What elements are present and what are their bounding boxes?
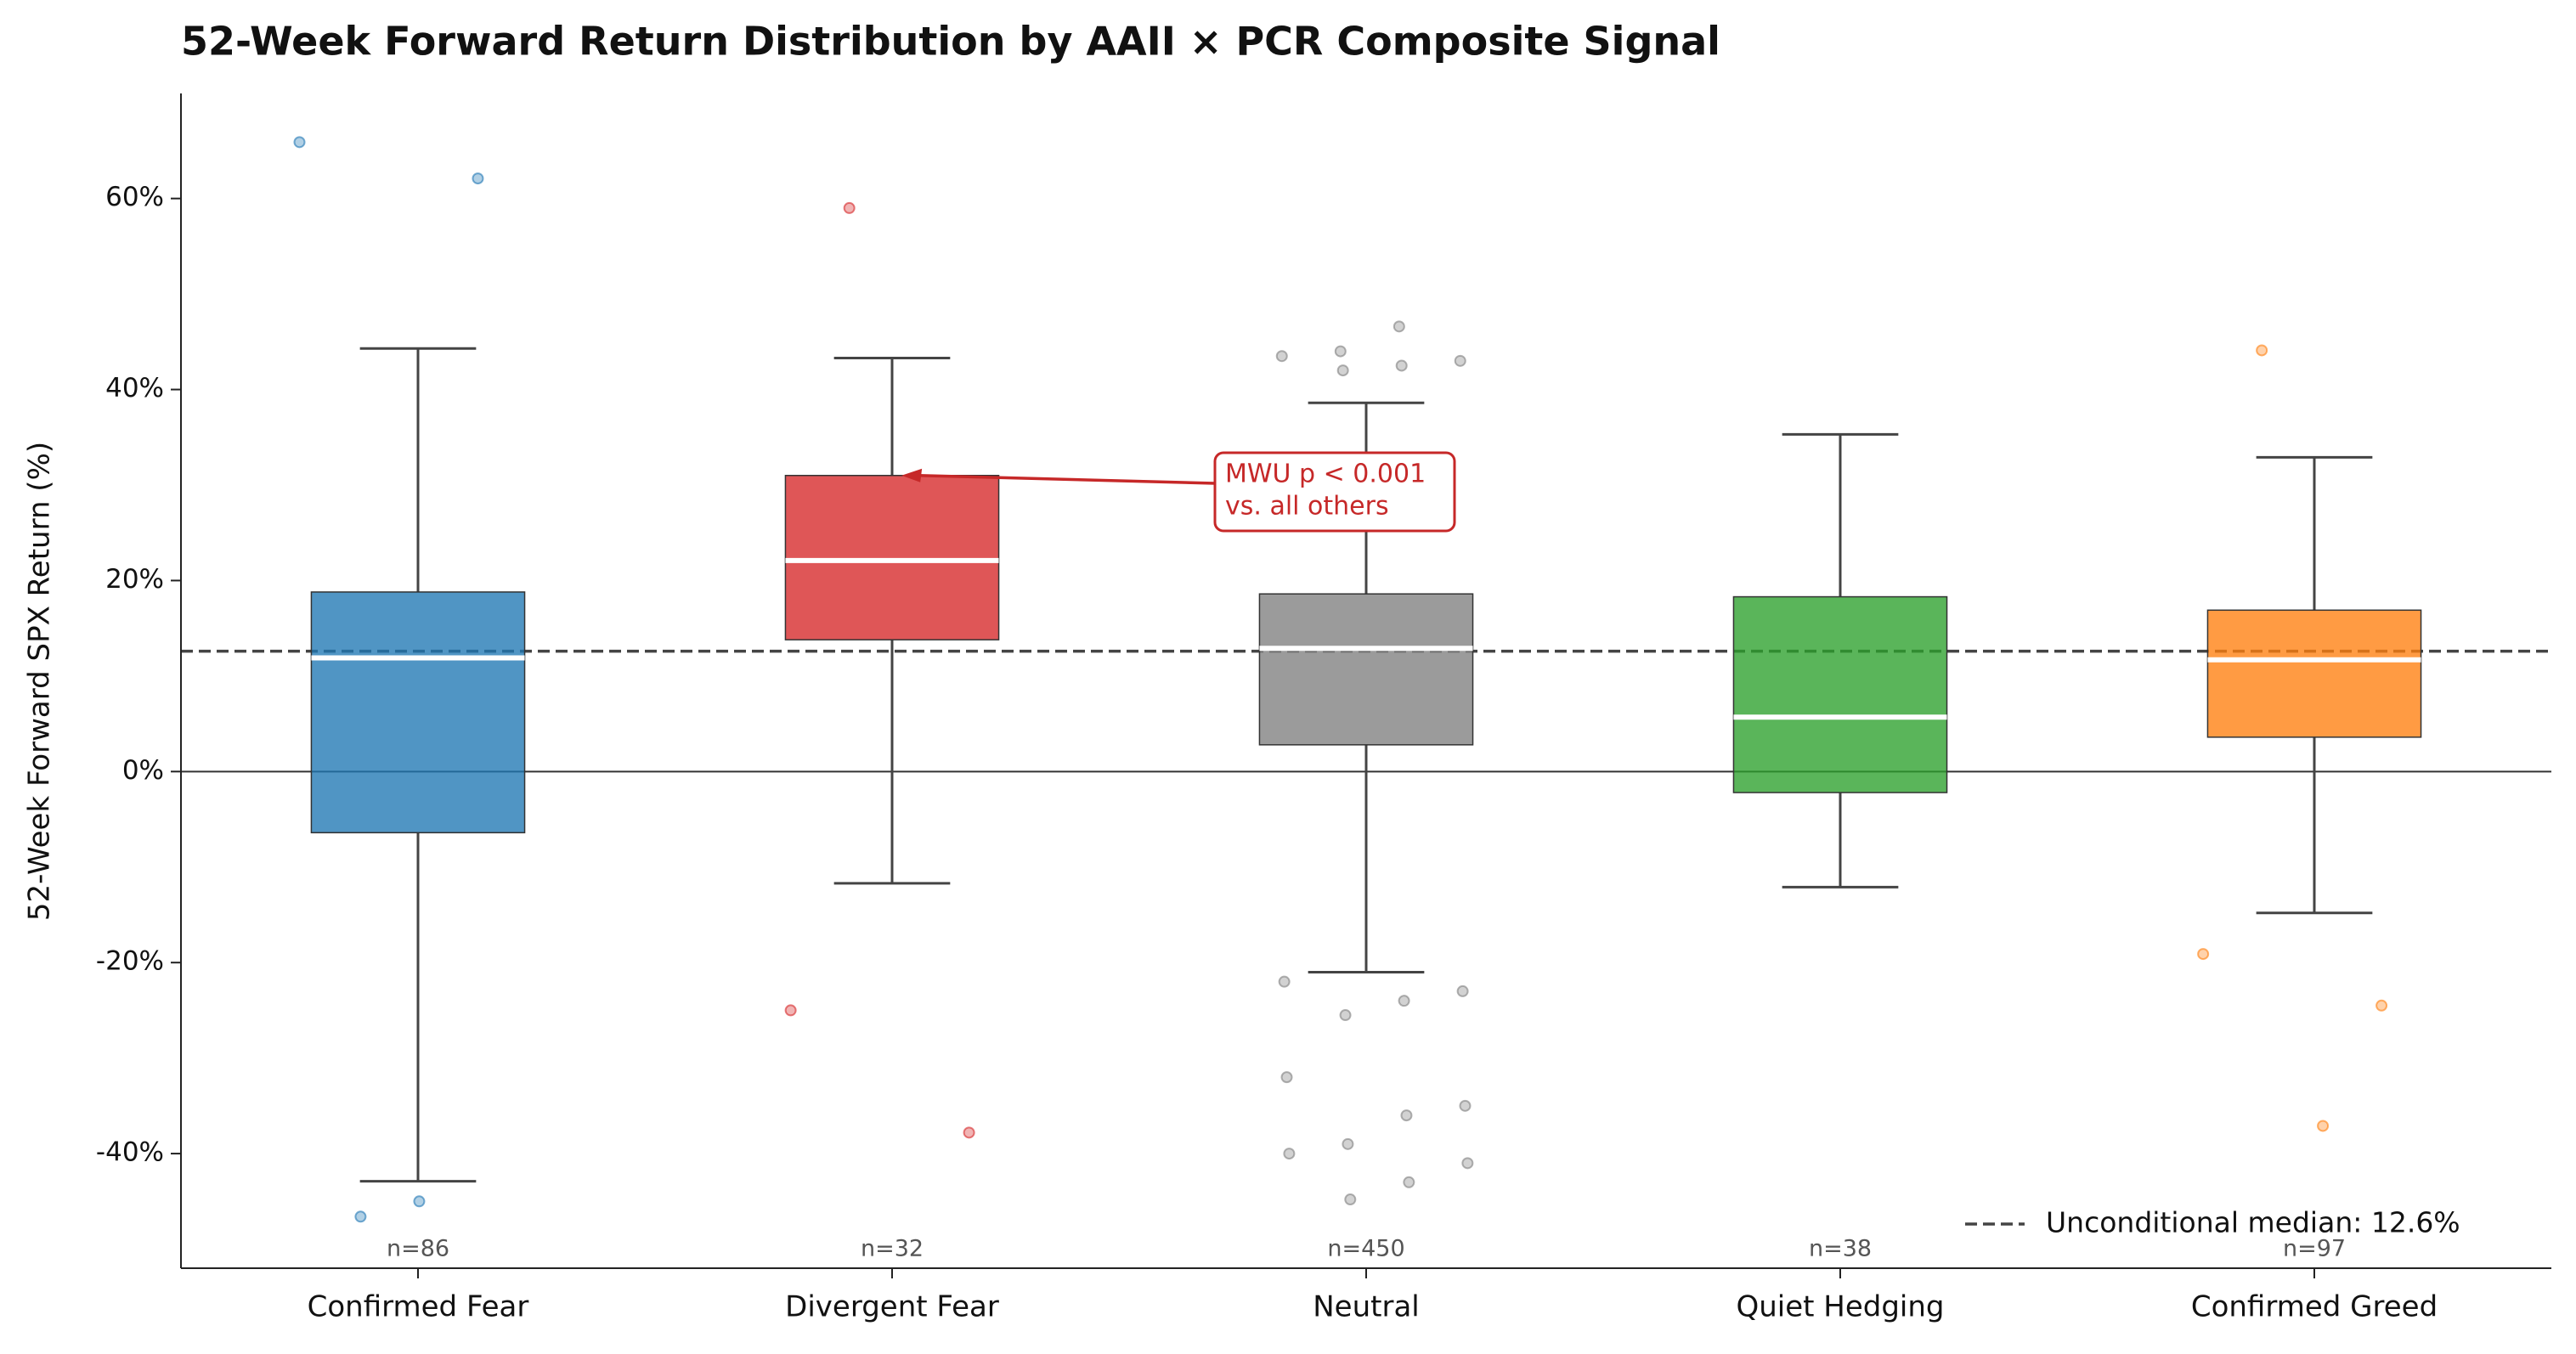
x-tick-label: Confirmed Greed [2191,1290,2438,1324]
chart-title: 52-Week Forward Return Distribution by A… [181,19,1720,65]
outlier-point [1280,1071,1293,1084]
x-tick-label: Neutral [1313,1290,1420,1324]
outlier-point [1395,359,1408,372]
outlier-point [1336,364,1349,377]
outlier-point [1334,345,1347,358]
outlier-point [1456,984,1469,997]
box [1732,595,1948,793]
outlier-point [2256,344,2268,357]
box [784,475,1000,640]
x-tick-label: Quiet Hedging [1736,1290,1944,1324]
annotation-arrow [918,474,1216,485]
y-tick-label: -40% [96,1137,164,1168]
n-label: n=97 [2283,1236,2346,1262]
annotation-arrowhead [901,468,923,482]
box [2206,609,2422,738]
x-tick-label: Confirmed Fear [308,1290,529,1324]
annotation-text: vs. all others [1225,492,1389,522]
outlier-point [293,136,306,149]
outlier-point [1278,975,1291,988]
y-tick-label: 60% [105,182,164,212]
outlier-point [1344,1193,1357,1206]
outlier-point [1403,1176,1415,1188]
outlier-point [1342,1137,1354,1150]
outlier-point [2317,1120,2330,1132]
outlier-point [1459,1099,1472,1112]
box [310,591,526,834]
annotation-box [1213,451,1456,533]
outlier-point [1398,995,1410,1007]
outlier-point [843,201,856,214]
y-tick-label: 20% [105,564,164,595]
outlier-point [963,1126,975,1139]
outlier-point [1461,1157,1474,1170]
outlier-point [472,172,484,185]
y-tick-label: -20% [96,946,164,977]
y-axis-label: 52-Week Forward SPX Return (%) [23,442,57,921]
n-label: n=32 [861,1236,924,1262]
y-tick-label: 0% [122,755,164,786]
outlier-point [2197,948,2210,961]
outlier-point [1400,1109,1413,1122]
outlier-point [2375,999,2388,1012]
outlier-point [1283,1148,1296,1160]
outlier-point [1339,1009,1352,1022]
annotation-text: MWU p < 0.001 [1225,460,1426,489]
n-label: n=86 [387,1236,449,1262]
outlier-point [1454,354,1466,367]
y-tick-label: 40% [105,373,164,403]
outlier-point [784,1004,797,1017]
outlier-point [354,1210,367,1223]
x-tick-label: Divergent Fear [785,1290,999,1324]
outlier-point [1275,350,1288,363]
legend-label: Unconditional median: 12.6% [2046,1206,2460,1239]
outlier-point [1393,320,1405,333]
n-label: n=450 [1327,1236,1404,1262]
n-label: n=38 [1809,1236,1872,1262]
box [1258,593,1474,746]
outlier-point [413,1195,426,1208]
